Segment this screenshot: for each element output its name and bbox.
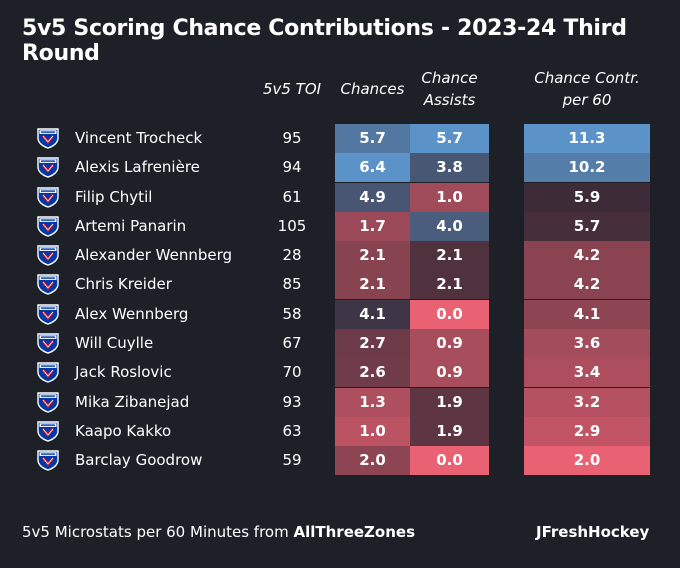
player-name: Jack Roslovic <box>75 363 172 382</box>
player-name: Alexis Lafrenière <box>75 158 200 177</box>
chart-title: 5v5 Scoring Chance Contributions - 2023-… <box>22 16 627 66</box>
player-name: Alex Wennberg <box>75 304 189 323</box>
chance-assists-cell: 0.9 <box>410 329 489 359</box>
source-name: AllThreeZones <box>293 523 416 541</box>
chance-contr-cell: 11.3 <box>524 124 650 153</box>
player-name: Mika Zibanejad <box>75 392 190 411</box>
toi-value: 95 <box>282 129 302 147</box>
chance-contr-cell: 2.0 <box>524 446 650 476</box>
toi-value: 59 <box>282 451 302 470</box>
toi-value: 61 <box>282 187 302 206</box>
table-row: Filip Chytil 61 4.9 1.0 5.9 <box>0 182 680 212</box>
chances-cell: 4.1 <box>335 299 410 329</box>
table-row: Alexander Wennberg 28 2.1 2.1 4.2 <box>0 241 680 271</box>
new-york-rangers-shield-icon <box>36 303 60 325</box>
new-york-rangers-shield-icon <box>36 391 60 413</box>
chance-assists-cell: 1.9 <box>410 416 489 446</box>
chances-cell: 2.0 <box>335 446 410 476</box>
table-row: Alexis Lafrenière 94 6.4 3.8 10.2 <box>0 153 680 183</box>
new-york-rangers-shield-icon <box>36 449 60 471</box>
toi-value: 105 <box>277 216 307 235</box>
chance-contr-cell: 5.7 <box>524 211 650 241</box>
header-chance-assists-line2: Assists <box>423 91 476 109</box>
table-row: Chris Kreider 85 2.1 2.1 4.2 <box>0 270 680 300</box>
table-row: Vincent Trocheck 95 5.7 5.7 11.3 <box>0 124 680 153</box>
header-chance-contr-line1: Chance Contr. <box>534 69 640 87</box>
table-row: Will Cuylle 67 2.7 0.9 3.6 <box>0 329 680 359</box>
chances-cell: 4.9 <box>335 182 410 212</box>
player-name: Chris Kreider <box>75 275 172 294</box>
table-row: Kaapo Kakko 63 1.0 1.9 2.9 <box>0 416 680 446</box>
chances-cell: 6.4 <box>335 153 410 183</box>
toi-value: 94 <box>282 158 302 177</box>
header-toi: 5v5 TOI <box>262 80 322 98</box>
chances-cell: 1.0 <box>335 416 410 446</box>
chances-cell: 2.1 <box>335 241 410 271</box>
table-row: Artemi Panarin 105 1.7 4.0 5.7 <box>0 211 680 241</box>
player-name: Vincent Trocheck <box>75 129 203 147</box>
header-chance-assists: Chance Assists <box>410 67 489 111</box>
chance-contr-cell: 3.6 <box>524 329 650 359</box>
chance-assists-cell: 5.7 <box>410 124 489 153</box>
new-york-rangers-shield-icon <box>36 332 60 354</box>
chance-contr-cell: 10.2 <box>524 153 650 183</box>
chances-cell: 5.7 <box>335 124 410 153</box>
chances-cell: 2.6 <box>335 358 410 388</box>
player-name: Barclay Goodrow <box>75 451 203 470</box>
chance-contr-cell: 3.4 <box>524 358 650 388</box>
table-body: Vincent Trocheck 95 5.7 5.7 11.3 Alexis Lafre… <box>0 124 680 476</box>
player-name: Filip Chytil <box>75 187 153 206</box>
chance-assists-cell: 0.0 <box>410 446 489 476</box>
table-row: Mika Zibanejad 93 1.3 1.9 3.2 <box>0 387 680 417</box>
header-chance-contr: Chance Contr. per 60 <box>524 67 650 111</box>
chances-cell: 2.7 <box>335 329 410 359</box>
player-name: Alexander Wennberg <box>75 246 233 265</box>
header-chances: Chances <box>340 80 405 98</box>
player-name: Will Cuylle <box>75 334 154 353</box>
source-prefix: 5v5 Microstats per 60 Minutes from <box>22 523 294 541</box>
source-note: 5v5 Microstats per 60 Minutes from AllTh… <box>22 523 415 541</box>
toi-value: 70 <box>282 363 302 382</box>
chances-cell: 1.7 <box>335 211 410 241</box>
header-chance-contr-line2: per 60 <box>562 91 612 109</box>
table-row: Jack Roslovic 70 2.6 0.9 3.4 <box>0 358 680 388</box>
player-name: Artemi Panarin <box>75 216 187 235</box>
chance-contr-cell: 2.9 <box>524 416 650 446</box>
chance-contr-cell: 3.2 <box>524 387 650 417</box>
new-york-rangers-shield-icon <box>36 156 60 179</box>
chance-assists-cell: 2.1 <box>410 270 489 300</box>
toi-value: 85 <box>282 275 302 294</box>
new-york-rangers-shield-icon <box>36 361 60 384</box>
toi-value: 67 <box>282 334 302 353</box>
new-york-rangers-shield-icon <box>36 127 60 149</box>
chance-assists-cell: 4.0 <box>410 211 489 241</box>
chance-assists-cell: 0.0 <box>410 299 489 329</box>
toi-value: 28 <box>282 246 302 265</box>
new-york-rangers-shield-icon <box>36 215 60 237</box>
chance-contr-cell: 5.9 <box>524 182 650 212</box>
toi-value: 93 <box>282 392 302 411</box>
new-york-rangers-shield-icon <box>36 273 60 296</box>
chance-assists-cell: 2.1 <box>410 241 489 271</box>
table-row: Alex Wennberg 58 4.1 0.0 4.1 <box>0 299 680 329</box>
chance-assists-cell: 0.9 <box>410 358 489 388</box>
toi-value: 58 <box>282 304 302 323</box>
chance-contr-cell: 4.2 <box>524 241 650 271</box>
header-chance-assists-line1: Chance <box>421 69 478 87</box>
chances-cell: 1.3 <box>335 387 410 417</box>
new-york-rangers-shield-icon <box>36 186 60 208</box>
player-name: Kaapo Kakko <box>75 421 172 440</box>
chance-assists-cell: 1.0 <box>410 182 489 212</box>
new-york-rangers-shield-icon <box>36 420 60 442</box>
credit-text: JFreshHockey <box>536 523 650 541</box>
toi-value: 63 <box>282 421 302 440</box>
new-york-rangers-shield-icon <box>36 244 60 266</box>
table-row: Barclay Goodrow 59 2.0 0.0 2.0 <box>0 446 680 476</box>
chance-assists-cell: 1.9 <box>410 387 489 417</box>
chance-contr-cell: 4.1 <box>524 299 650 329</box>
chance-assists-cell: 3.8 <box>410 153 489 183</box>
chance-contr-cell: 4.2 <box>524 270 650 300</box>
chances-cell: 2.1 <box>335 270 410 300</box>
